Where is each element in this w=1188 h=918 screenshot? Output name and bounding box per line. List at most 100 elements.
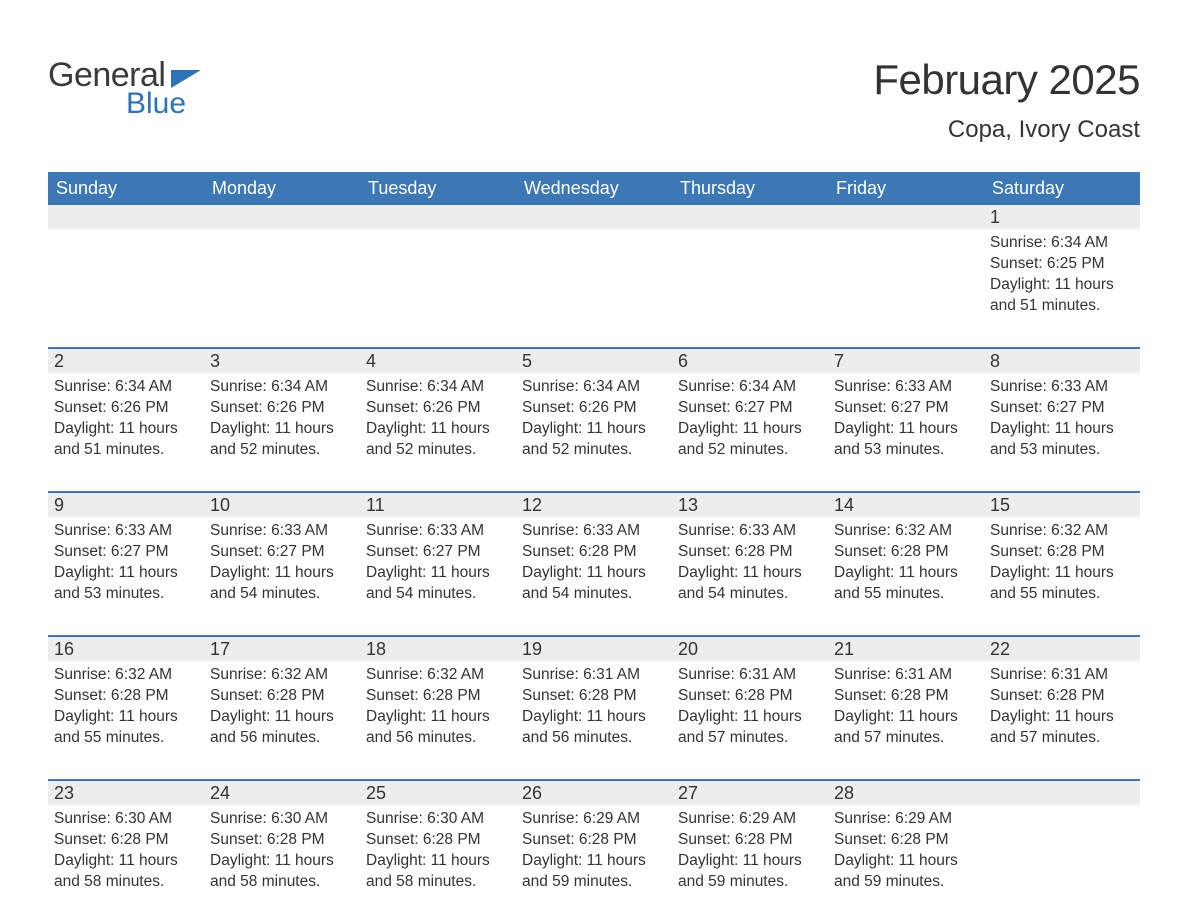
- date-row: 16171819202122: [48, 637, 1140, 661]
- daylight2-text: and 53 minutes.: [54, 584, 198, 605]
- date-row: 2345678: [48, 349, 1140, 373]
- daylight1-text: Daylight: 11 hours: [366, 419, 510, 440]
- body-row: Sunrise: 6:32 AMSunset: 6:28 PMDaylight:…: [48, 661, 1140, 757]
- day-cell: [204, 229, 360, 325]
- daylight2-text: and 52 minutes.: [366, 440, 510, 461]
- day-cell: Sunrise: 6:31 AMSunset: 6:28 PMDaylight:…: [516, 661, 672, 757]
- weekday-header: Monday: [204, 172, 360, 205]
- day-cell: [984, 805, 1140, 901]
- day-cell: Sunrise: 6:34 AMSunset: 6:25 PMDaylight:…: [984, 229, 1140, 325]
- date-number: [672, 205, 828, 229]
- sunset-text: Sunset: 6:27 PM: [834, 398, 978, 419]
- sunrise-text: Sunrise: 6:33 AM: [990, 377, 1134, 398]
- date-number: 28: [828, 781, 984, 805]
- daylight1-text: Daylight: 11 hours: [678, 563, 822, 584]
- weekday-header: Tuesday: [360, 172, 516, 205]
- daylight2-text: and 53 minutes.: [990, 440, 1134, 461]
- daylight2-text: and 57 minutes.: [834, 728, 978, 749]
- weekday-header: Saturday: [984, 172, 1140, 205]
- daylight2-text: and 59 minutes.: [834, 872, 978, 893]
- daylight2-text: and 52 minutes.: [210, 440, 354, 461]
- daylight1-text: Daylight: 11 hours: [990, 563, 1134, 584]
- day-cell: Sunrise: 6:34 AMSunset: 6:26 PMDaylight:…: [516, 373, 672, 469]
- date-number: 9: [48, 493, 204, 517]
- sunrise-text: Sunrise: 6:32 AM: [990, 521, 1134, 542]
- daylight1-text: Daylight: 11 hours: [678, 851, 822, 872]
- date-number: [48, 205, 204, 229]
- date-number: 12: [516, 493, 672, 517]
- sunrise-text: Sunrise: 6:32 AM: [210, 665, 354, 686]
- header: General Blue February 2025 Copa, Ivory C…: [48, 56, 1140, 144]
- daylight1-text: Daylight: 11 hours: [678, 419, 822, 440]
- date-number: 26: [516, 781, 672, 805]
- daylight1-text: Daylight: 11 hours: [366, 563, 510, 584]
- daylight2-text: and 56 minutes.: [366, 728, 510, 749]
- sunrise-text: Sunrise: 6:33 AM: [210, 521, 354, 542]
- sunrise-text: Sunrise: 6:33 AM: [522, 521, 666, 542]
- daylight1-text: Daylight: 11 hours: [210, 851, 354, 872]
- day-cell: Sunrise: 6:32 AMSunset: 6:28 PMDaylight:…: [828, 517, 984, 613]
- sunrise-text: Sunrise: 6:33 AM: [366, 521, 510, 542]
- day-cell: Sunrise: 6:33 AMSunset: 6:27 PMDaylight:…: [984, 373, 1140, 469]
- sunrise-text: Sunrise: 6:33 AM: [54, 521, 198, 542]
- day-cell: Sunrise: 6:34 AMSunset: 6:26 PMDaylight:…: [48, 373, 204, 469]
- daylight1-text: Daylight: 11 hours: [990, 707, 1134, 728]
- weekday-header: Thursday: [672, 172, 828, 205]
- sunrise-text: Sunrise: 6:34 AM: [990, 233, 1134, 254]
- day-cell: Sunrise: 6:31 AMSunset: 6:28 PMDaylight:…: [672, 661, 828, 757]
- daylight1-text: Daylight: 11 hours: [522, 851, 666, 872]
- date-number: [204, 205, 360, 229]
- daylight2-text: and 59 minutes.: [678, 872, 822, 893]
- sunset-text: Sunset: 6:25 PM: [990, 254, 1134, 275]
- date-row: 232425262728: [48, 781, 1140, 805]
- calendar-week: 9101112131415Sunrise: 6:33 AMSunset: 6:2…: [48, 491, 1140, 613]
- day-cell: Sunrise: 6:32 AMSunset: 6:28 PMDaylight:…: [48, 661, 204, 757]
- sunrise-text: Sunrise: 6:34 AM: [522, 377, 666, 398]
- sunrise-text: Sunrise: 6:32 AM: [366, 665, 510, 686]
- sunrise-text: Sunrise: 6:29 AM: [834, 809, 978, 830]
- date-number: 18: [360, 637, 516, 661]
- date-number: 19: [516, 637, 672, 661]
- calendar: Sunday Monday Tuesday Wednesday Thursday…: [48, 172, 1140, 901]
- weekday-header: Wednesday: [516, 172, 672, 205]
- heading: February 2025 Copa, Ivory Coast: [873, 56, 1140, 144]
- daylight2-text: and 55 minutes.: [54, 728, 198, 749]
- daylight1-text: Daylight: 11 hours: [522, 707, 666, 728]
- daylight1-text: Daylight: 11 hours: [990, 275, 1134, 296]
- sunrise-text: Sunrise: 6:33 AM: [834, 377, 978, 398]
- sunrise-text: Sunrise: 6:31 AM: [990, 665, 1134, 686]
- sunset-text: Sunset: 6:28 PM: [678, 830, 822, 851]
- date-number: 2: [48, 349, 204, 373]
- date-number: 23: [48, 781, 204, 805]
- sunset-text: Sunset: 6:28 PM: [522, 830, 666, 851]
- sunrise-text: Sunrise: 6:34 AM: [54, 377, 198, 398]
- date-number: 21: [828, 637, 984, 661]
- day-cell: Sunrise: 6:33 AMSunset: 6:27 PMDaylight:…: [360, 517, 516, 613]
- daylight2-text: and 53 minutes.: [834, 440, 978, 461]
- sunrise-text: Sunrise: 6:31 AM: [834, 665, 978, 686]
- sunset-text: Sunset: 6:28 PM: [834, 686, 978, 707]
- day-cell: [516, 229, 672, 325]
- weekday-header: Friday: [828, 172, 984, 205]
- sunset-text: Sunset: 6:28 PM: [366, 686, 510, 707]
- daylight2-text: and 57 minutes.: [990, 728, 1134, 749]
- sunset-text: Sunset: 6:26 PM: [54, 398, 198, 419]
- day-cell: Sunrise: 6:33 AMSunset: 6:28 PMDaylight:…: [672, 517, 828, 613]
- daylight1-text: Daylight: 11 hours: [54, 707, 198, 728]
- daylight2-text: and 57 minutes.: [678, 728, 822, 749]
- day-cell: Sunrise: 6:31 AMSunset: 6:28 PMDaylight:…: [984, 661, 1140, 757]
- page-title: February 2025: [873, 56, 1140, 104]
- daylight2-text: and 54 minutes.: [522, 584, 666, 605]
- sunset-text: Sunset: 6:27 PM: [990, 398, 1134, 419]
- sunset-text: Sunset: 6:27 PM: [54, 542, 198, 563]
- day-cell: Sunrise: 6:34 AMSunset: 6:26 PMDaylight:…: [360, 373, 516, 469]
- day-cell: [360, 229, 516, 325]
- sunset-text: Sunset: 6:28 PM: [834, 830, 978, 851]
- daylight2-text: and 58 minutes.: [54, 872, 198, 893]
- body-row: Sunrise: 6:30 AMSunset: 6:28 PMDaylight:…: [48, 805, 1140, 901]
- daylight1-text: Daylight: 11 hours: [210, 419, 354, 440]
- brand-logo: General Blue: [48, 56, 201, 121]
- sunset-text: Sunset: 6:28 PM: [210, 830, 354, 851]
- date-number: 25: [360, 781, 516, 805]
- day-cell: Sunrise: 6:34 AMSunset: 6:27 PMDaylight:…: [672, 373, 828, 469]
